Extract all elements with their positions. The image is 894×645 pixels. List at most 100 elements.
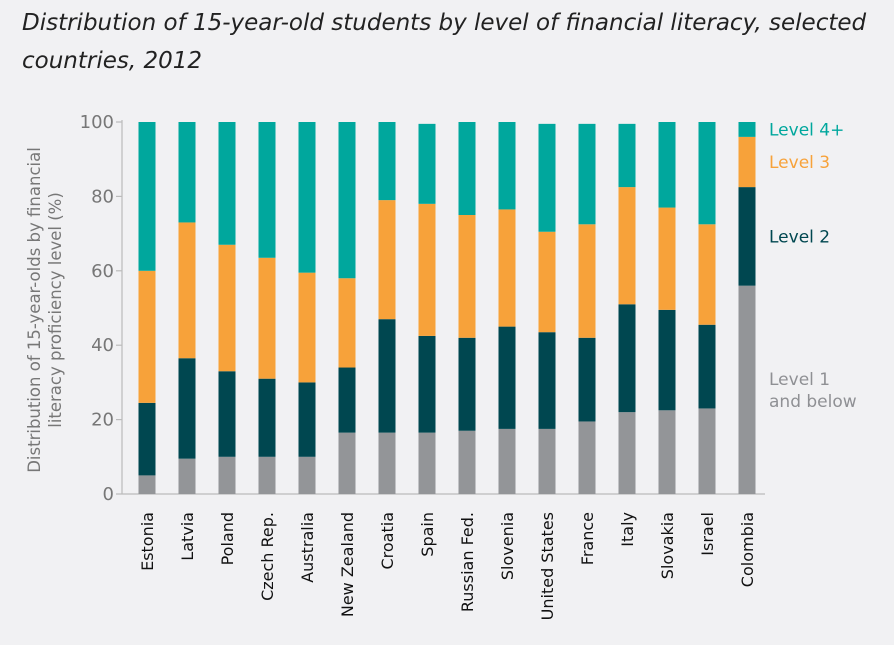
bar-slovakia [658,122,676,494]
bar-segment-level-2 [258,378,276,457]
bar-segment-level-4 [378,122,396,201]
x-tick-label: Latvia [178,512,197,561]
bar-segment-level-3 [418,203,436,336]
x-tick-label: Israel [698,512,717,556]
bar-segment-level-1-and-below [298,456,316,494]
x-tick-label: Poland [218,512,237,565]
legend-item-level-1-and-below: Level 1 and below [769,370,857,412]
bar-segment-level-2 [178,358,196,459]
legend-item-level-2: Level 2 [769,227,830,247]
bar-colombia [738,122,756,494]
bar-segment-level-1-and-below [578,421,596,494]
bar-segment-level-2 [498,326,516,429]
bar-segment-level-2 [458,337,476,431]
x-tick-label: Italy [618,512,637,547]
bar-segment-level-1-and-below [658,410,676,494]
bar-segment-level-1-and-below [138,475,156,494]
bar-segment-level-1-and-below [338,432,356,494]
bar-france [578,123,596,494]
x-tick-label: Australia [298,512,317,583]
x-tick-label: Spain [418,512,437,557]
bar-segment-level-2 [138,402,156,476]
bar-segment-level-3 [218,244,236,372]
bar-latvia [178,122,196,494]
y-tick-label: 0 [103,484,114,505]
bar-segment-level-1-and-below [618,412,636,494]
legend-label: Level 2 [769,227,830,247]
legend-label: Level 1 [769,370,830,390]
y-axis-title: Distribution of 15-year-olds by financia… [25,147,65,473]
bar-segment-level-1-and-below [178,458,196,494]
bar-slovenia [498,122,516,494]
y-tick-label: 20 [91,410,114,431]
bar-segment-level-2 [698,324,716,409]
bar-segment-level-2 [298,382,316,457]
bar-russian-fed [458,122,476,494]
bar-segment-level-4 [538,123,556,232]
bar-segment-level-4 [738,122,756,137]
bar-segment-level-1-and-below [258,456,276,494]
y-axis-title-line: literacy proficiency level (%) [46,192,65,428]
bar-segment-level-4 [418,123,436,204]
legend-label: Level 4+ [769,120,844,140]
bar-segment-level-2 [658,309,676,411]
bar-segment-level-2 [578,337,596,422]
bar-segment-level-2 [218,371,236,457]
bar-poland [218,122,236,494]
bar-segment-level-3 [138,270,156,403]
bar-segment-level-1-and-below [218,456,236,494]
bar-segment-level-1-and-below [378,432,396,494]
y-axis-label: Distribution of 15-year-olds by financia… [25,147,65,473]
bar-segment-level-3 [738,136,756,188]
bar-israel [698,122,716,494]
bar-segment-level-4 [458,122,476,215]
bar-segment-level-1-and-below [458,430,476,494]
x-tick-label: Russian Fed. [458,512,477,612]
bar-spain [418,123,436,494]
bar-segment-level-4 [618,123,636,188]
bar-segment-level-1-and-below [538,428,556,494]
bar-segment-level-1-and-below [418,432,436,494]
bar-segment-level-3 [338,278,356,368]
bar-segment-level-3 [178,222,196,359]
x-tick-label: France [578,512,597,565]
bar-czech-rep [258,122,276,494]
legend-item-level-3: Level 3 [769,153,830,173]
bar-segment-level-4 [138,122,156,271]
bar-segment-level-4 [578,123,596,225]
bar-segment-level-2 [538,332,556,429]
x-tick-label: Czech Rep. [258,512,277,601]
bars [138,122,756,494]
x-tick-label: New Zealand [338,512,357,617]
bar-australia [298,122,316,494]
bar-segment-level-4 [258,122,276,258]
bar-segment-level-2 [618,304,636,413]
bar-segment-level-3 [458,215,476,338]
bar-segment-level-4 [658,122,676,208]
bar-segment-level-3 [378,200,396,320]
bar-segment-level-2 [738,187,756,286]
y-axis-title-line: Distribution of 15-year-olds by financia… [25,147,44,473]
bar-segment-level-3 [698,224,716,325]
bar-segment-level-1-and-below [498,428,516,494]
legend-item-level-4: Level 4+ [769,120,844,140]
bar-segment-level-3 [298,272,316,383]
bar-segment-level-2 [418,335,436,433]
y-tick-label: 100 [80,112,114,133]
x-tick-label: United States [538,512,557,620]
bar-segment-level-4 [218,122,236,245]
x-tick-label: Slovakia [658,512,677,579]
bar-segment-level-4 [178,122,196,223]
y-tick-label: 60 [91,261,114,282]
y-axis: 0 20 40 60 80 100 [80,112,123,505]
bar-segment-level-3 [498,209,516,327]
bar-segment-level-4 [698,122,716,225]
bar-segment-level-2 [378,319,396,433]
y-tick-label: 40 [91,335,114,356]
legend-label: and below [769,392,857,412]
bar-segment-level-4 [338,122,356,279]
bar-new-zealand [338,122,356,494]
x-tick-label: Slovenia [498,512,517,580]
chart-title: Distribution of 15-year-old students by … [22,10,867,74]
